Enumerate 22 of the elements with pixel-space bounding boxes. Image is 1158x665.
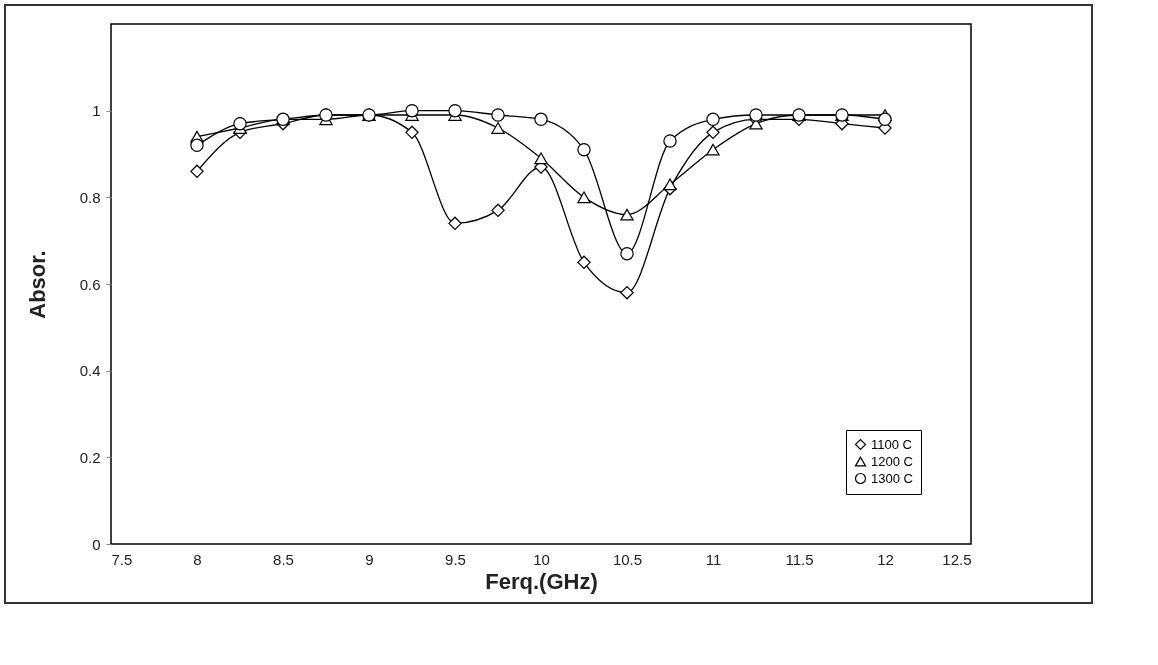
y-axis-title: Absor.: [24, 250, 50, 319]
x-tick-label: 11: [705, 550, 722, 568]
x-axis-title: Ferq.(GHz): [485, 568, 598, 594]
x-tick-label: 7.5: [111, 550, 133, 568]
y-tick-label: 0.4: [79, 362, 101, 380]
x-tick-label: 9.5: [445, 550, 466, 568]
x-tick-label: 12: [877, 550, 894, 568]
y-tick-label: 0.2: [79, 448, 101, 466]
y-tick-label: 1: [92, 102, 101, 120]
x-tick-label: 8.5: [273, 550, 294, 568]
y-tick-label: 0.8: [79, 188, 101, 206]
legend-label: 1100 C: [871, 436, 912, 452]
y-tick-label: 0: [92, 535, 101, 553]
y-tick-label: 0.6: [79, 275, 101, 293]
x-tick-label: 11.5: [785, 550, 814, 568]
x-tick-label: 12.5: [942, 550, 972, 568]
x-tick-label: 10.5: [612, 550, 643, 568]
x-tick-label: 10: [533, 550, 550, 568]
legend-label: 1200 C: [871, 453, 913, 469]
x-tick-label: 8: [193, 550, 202, 568]
legend-label: 1300 C: [871, 470, 913, 486]
x-tick-label: 9: [365, 550, 374, 568]
